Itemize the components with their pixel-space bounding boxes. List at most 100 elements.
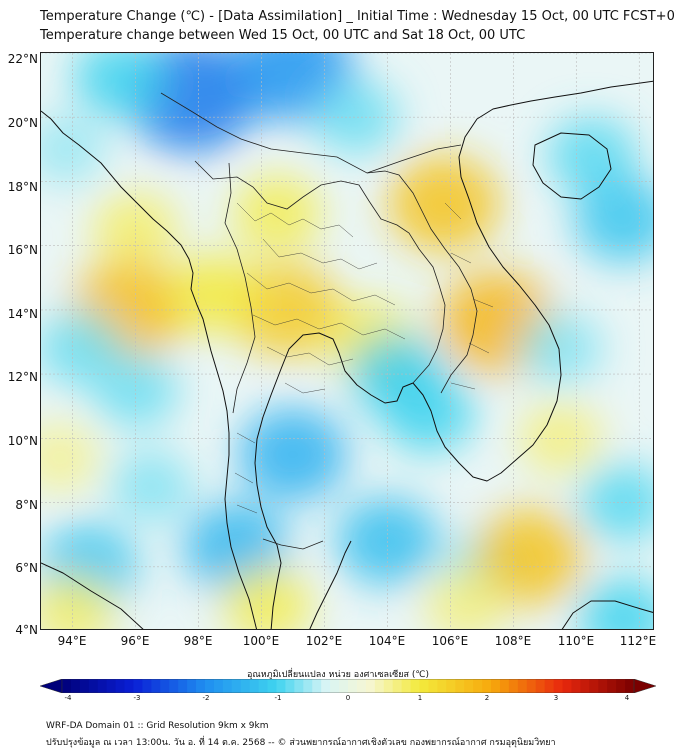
lon-label-94e: 94°E xyxy=(57,634,87,648)
colorbar-cell xyxy=(88,679,99,693)
myanmar-thailand-border xyxy=(224,162,256,414)
colorbar-cell xyxy=(392,679,403,693)
colorbar-cell xyxy=(196,679,206,693)
temperature-anomaly-18 xyxy=(41,311,122,386)
province-lines-central xyxy=(252,314,406,394)
colorbar xyxy=(40,679,656,693)
lon-label-112e: 112°E xyxy=(619,634,657,648)
colorbar-cell xyxy=(464,679,474,693)
colorbar-cell xyxy=(526,679,537,693)
colorbar-cell xyxy=(625,679,635,693)
colorbar-cell xyxy=(205,679,215,693)
colorbar-cell xyxy=(544,679,554,693)
lat-label-22n: 22°N xyxy=(7,52,38,66)
temperature-anomaly-5 xyxy=(574,177,653,263)
malaysia-coastline xyxy=(309,540,352,629)
colorbar-cell xyxy=(142,679,152,693)
colorbar-cell xyxy=(115,679,125,693)
colorbar-cell xyxy=(428,679,438,693)
colorbar-cell xyxy=(321,679,331,693)
colorbar-cell xyxy=(160,679,170,693)
colorbar-cell xyxy=(169,679,179,693)
colorbar-cell xyxy=(240,679,251,693)
lat-label-16n: 16°N xyxy=(7,243,38,257)
colorbar-cell xyxy=(589,679,599,693)
colorbar-tick-3: 3 xyxy=(553,694,559,702)
colorbar-cell xyxy=(571,679,581,693)
temperature-anomaly-1 xyxy=(73,53,166,119)
colorbar-tick-0: 0 xyxy=(345,694,351,702)
province-lines-vietnam xyxy=(444,202,494,390)
sumatra-coastline xyxy=(41,562,144,629)
lat-label-18n: 18°N xyxy=(7,180,38,194)
colorbar-cell xyxy=(419,679,429,693)
map-panel xyxy=(40,52,654,630)
colorbar-cell xyxy=(178,679,188,693)
colorbar-tick-2: 2 xyxy=(484,694,490,702)
lat-label-12n: 12°N xyxy=(7,370,38,384)
colorbar-cell xyxy=(79,679,90,693)
temperature-anomaly-29 xyxy=(223,566,313,629)
colorbar-max-extension xyxy=(633,679,656,693)
lon-label-104e: 104°E xyxy=(368,634,406,648)
colorbar-cell xyxy=(106,679,117,693)
colorbar-cell xyxy=(258,679,268,693)
hainan-island xyxy=(532,132,612,200)
colorbar-cell xyxy=(303,679,313,693)
lat-label-10n: 10°N xyxy=(7,434,38,448)
map-title-line2: Temperature change between Wed 15 Oct, 0… xyxy=(40,28,526,43)
temperature-change-map xyxy=(41,53,653,629)
colorbar-cell xyxy=(222,679,233,693)
colorbar-cell xyxy=(598,679,608,693)
temperature-anomaly-4 xyxy=(547,117,637,195)
colorbar-tick-4: 4 xyxy=(624,694,630,702)
province-lines-north xyxy=(236,202,396,306)
colorbar-cell xyxy=(267,679,277,693)
colorbar-cell xyxy=(517,679,528,693)
lat-label-20n: 20°N xyxy=(7,116,38,130)
country-borders xyxy=(160,92,478,550)
colorbar-cell xyxy=(437,679,447,693)
colorbar-tick-minus2: -2 xyxy=(202,694,210,702)
colorbar-cell xyxy=(374,679,385,693)
colorbar-cell xyxy=(276,679,286,693)
temperature-anomaly-12 xyxy=(168,253,261,334)
colorbar-tick-1: 1 xyxy=(417,694,423,702)
colorbar-cell xyxy=(213,679,224,693)
temperature-anomaly-8 xyxy=(388,155,500,253)
colorbar-cell xyxy=(151,679,161,693)
colorbar-tick-minus3: -3 xyxy=(133,694,141,702)
temperature-anomaly-19 xyxy=(238,407,347,502)
graticule xyxy=(41,53,653,629)
lat-label-6n: 6°N xyxy=(15,561,38,575)
colorbar-cell xyxy=(607,679,617,693)
colorbar-cell xyxy=(312,679,322,693)
temperature-anomaly-30 xyxy=(41,574,116,629)
temperature-anomaly-6 xyxy=(41,114,106,184)
footer-model-info: WRF-DA Domain 01 :: Grid Resolution 9km … xyxy=(46,721,269,731)
colorbar-cell xyxy=(249,679,260,693)
colorbar-cell xyxy=(562,679,572,693)
lat-label-4n: 4°N xyxy=(15,623,38,637)
lat-label-14n: 14°N xyxy=(7,307,38,321)
colorbar-cell xyxy=(365,679,376,693)
colorbar-tick-minus4: -4 xyxy=(64,694,72,702)
myanmar-coastline xyxy=(41,110,258,629)
temperature-field xyxy=(41,53,653,629)
colorbar-cell xyxy=(356,679,367,693)
province-borders xyxy=(234,202,494,514)
lat-label-8n: 8°N xyxy=(15,498,38,512)
colorbar-cell xyxy=(383,679,394,693)
province-lines-south xyxy=(234,432,258,514)
laos-vietnam-border xyxy=(366,170,478,394)
temperature-anomaly-33 xyxy=(41,423,100,492)
colorbar-cell xyxy=(231,679,242,693)
temperature-anomaly-32 xyxy=(424,569,508,629)
temperature-anomaly-31 xyxy=(577,578,653,629)
temperature-anomaly-25 xyxy=(579,463,653,542)
colorbar-cell xyxy=(446,679,456,693)
map-title-line1: Temperature Change (℃) - [Data Assimilat… xyxy=(40,9,676,24)
colorbar-cell xyxy=(455,679,465,693)
colorbar-cell xyxy=(535,679,546,693)
thailand-border xyxy=(194,160,446,384)
